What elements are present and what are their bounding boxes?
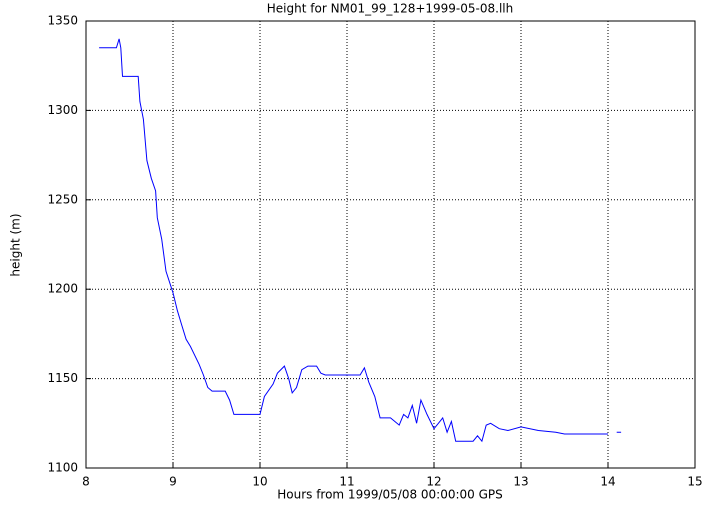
data-line <box>99 38 622 443</box>
x-tick-label: 8 <box>82 475 90 489</box>
x-tick-label: 13 <box>513 475 528 489</box>
y-axis-label: height (m) <box>9 213 23 276</box>
chart-title: Height for NM01_99_128+1999-05-08.llh <box>267 2 513 16</box>
x-tick-label: 11 <box>339 475 354 489</box>
plot-frame <box>85 20 696 469</box>
y-tick-label: 1200 <box>47 282 78 296</box>
x-tick-label: 15 <box>687 475 702 489</box>
y-tick-label: 1300 <box>47 103 78 117</box>
x-tick-label: 14 <box>600 475 615 489</box>
y-tick-label: 1150 <box>47 371 78 385</box>
y-tick-label: 1350 <box>47 14 78 28</box>
y-tick-label: 1250 <box>47 192 78 206</box>
x-tick-label: 10 <box>252 475 267 489</box>
x-tick-label: 12 <box>426 475 441 489</box>
y-tick-label: 1100 <box>47 461 78 475</box>
x-axis-label: Hours from 1999/05/08 00:00:00 GPS <box>277 488 503 502</box>
x-tick-label: 9 <box>169 475 177 489</box>
